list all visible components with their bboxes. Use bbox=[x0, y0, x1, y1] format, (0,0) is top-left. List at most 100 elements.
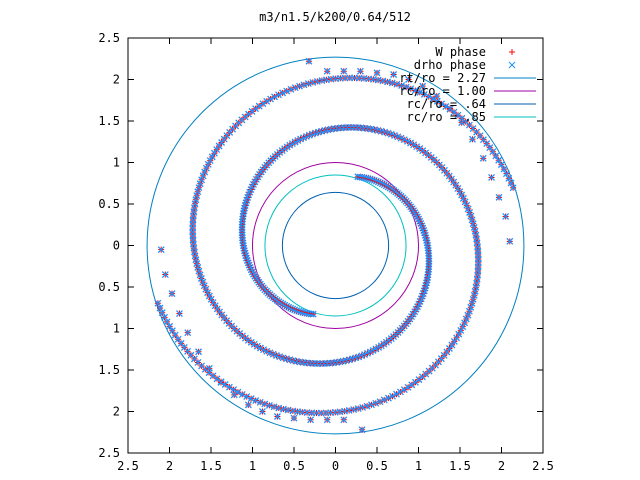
drho-phase-point bbox=[305, 57, 313, 65]
drho-phase-point bbox=[217, 378, 225, 386]
drho-phase-point bbox=[230, 391, 238, 399]
drho-phase-point bbox=[166, 322, 174, 330]
drho-phase-point bbox=[174, 335, 182, 343]
drho-phase-point bbox=[197, 275, 205, 282]
drho-phase-point bbox=[489, 148, 497, 156]
drho-phase-point bbox=[225, 383, 233, 391]
drho-phase-point bbox=[405, 76, 412, 83]
drho-phase-point bbox=[465, 307, 473, 315]
legend-label: rc/ro = .64 bbox=[407, 97, 486, 111]
drho-phase-point bbox=[154, 299, 162, 307]
drho-phase-point bbox=[296, 82, 304, 90]
drho-phase-point bbox=[470, 291, 478, 299]
drho-phase-point bbox=[200, 282, 208, 290]
drho-phase-point bbox=[157, 246, 165, 254]
drho-phase-point bbox=[358, 426, 366, 434]
drho-phase-point bbox=[194, 188, 202, 196]
drho-phase-point bbox=[195, 348, 203, 356]
drho-phase-point bbox=[205, 364, 213, 372]
drho-phase-point bbox=[195, 184, 203, 192]
drho-phase-point bbox=[184, 329, 192, 337]
drho-phase-point bbox=[168, 327, 176, 335]
y-tick-label: 2 bbox=[113, 73, 120, 87]
drho-phase-point bbox=[463, 201, 471, 209]
drho-phase-point bbox=[323, 67, 331, 75]
drho-phase-point bbox=[467, 303, 475, 311]
legend-marker-cross bbox=[508, 61, 516, 69]
chart-title: m3/n1.5/k200/0.64/512 bbox=[259, 10, 411, 24]
drho-phase-point bbox=[270, 403, 278, 411]
drho-phase-point bbox=[273, 413, 281, 420]
drho-phase-point bbox=[291, 84, 299, 92]
drho-phase-point bbox=[419, 82, 427, 90]
drho-phase-point bbox=[373, 69, 381, 77]
drho-phase-point bbox=[193, 192, 201, 200]
drho-phase-point bbox=[356, 67, 364, 75]
x-tick-label: 2.5 bbox=[532, 459, 554, 473]
y-tick-label: 1.5 bbox=[98, 114, 120, 128]
legend-marker-plus bbox=[509, 49, 515, 55]
drho-phase-point bbox=[171, 331, 179, 339]
x-tick-label: 2 bbox=[498, 459, 505, 473]
drho-phase-point bbox=[446, 105, 454, 113]
drho-phase-point bbox=[340, 416, 348, 424]
drho-phase-point bbox=[495, 193, 503, 201]
drho-phase-point bbox=[464, 205, 472, 213]
drho-phase-point bbox=[372, 399, 380, 407]
y-tick-label: 0.5 bbox=[98, 280, 120, 294]
drho-phase-point bbox=[198, 176, 206, 184]
drho-phase-point bbox=[390, 71, 398, 78]
drho-phase-point bbox=[433, 92, 441, 100]
drho-phase-point bbox=[244, 401, 252, 409]
drho-phase-point bbox=[307, 416, 315, 424]
x-tick-label: 1 bbox=[415, 459, 422, 473]
drho-phase-point bbox=[323, 416, 331, 424]
drho-phase-point bbox=[252, 105, 260, 113]
x-tick-label: 2 bbox=[166, 459, 173, 473]
x-tick-label: 2.5 bbox=[117, 459, 139, 473]
y-tick-label: 0 bbox=[113, 239, 120, 253]
drho-phase-point bbox=[168, 290, 176, 298]
drho-phase-point bbox=[466, 209, 474, 216]
reference-circle bbox=[264, 174, 407, 317]
drho-phase-point bbox=[199, 278, 207, 286]
drho-phase-point bbox=[509, 184, 517, 192]
x-tick-label: 0.5 bbox=[366, 459, 388, 473]
drho-phase-point bbox=[469, 295, 477, 303]
y-tick-label: 0.5 bbox=[98, 197, 120, 211]
drho-phase-point bbox=[411, 378, 419, 386]
drho-phase-point bbox=[497, 161, 505, 169]
x-tick-label: 1.5 bbox=[449, 459, 471, 473]
legend-label: rc/ro = .85 bbox=[407, 110, 486, 124]
legend-label: W phase bbox=[435, 45, 486, 59]
y-tick-label: 2 bbox=[113, 405, 120, 419]
reference-circles bbox=[146, 56, 525, 435]
legend-label: rt/ro = 2.27 bbox=[399, 71, 486, 85]
drho-phase-point bbox=[479, 154, 487, 162]
x-tick-label: 1.5 bbox=[200, 459, 222, 473]
drho-phase-point bbox=[495, 156, 503, 164]
drho-phase-point bbox=[458, 119, 466, 127]
drho-phase-point bbox=[486, 144, 494, 152]
drho-phase-point bbox=[468, 135, 476, 143]
drho-phase-point bbox=[196, 180, 204, 188]
drho-phase-point bbox=[492, 152, 500, 160]
y-tick-label: 1 bbox=[113, 322, 120, 336]
reference-circle bbox=[146, 56, 525, 435]
drho-phase-point bbox=[393, 80, 401, 88]
x-tick-label: 1 bbox=[249, 459, 256, 473]
drho-phase-point bbox=[502, 212, 510, 220]
reference-circle bbox=[281, 191, 390, 300]
drho-phase-point bbox=[488, 173, 495, 181]
drho-phase-point bbox=[468, 299, 476, 307]
drho-phase-point bbox=[161, 271, 169, 279]
axis-ticks: 2.5 2 1.5 1 0.5 0 0.5 1 1.5 2 2.52.521.510.500.511… bbox=[98, 31, 554, 473]
drho-phase-point bbox=[506, 237, 514, 245]
legend-label: drho phase bbox=[414, 58, 486, 72]
drho-phase-point bbox=[367, 401, 375, 409]
y-tick-label: 2.5 bbox=[98, 31, 120, 45]
y-tick-label: 1 bbox=[113, 156, 120, 170]
drho-phase-point bbox=[290, 414, 298, 422]
